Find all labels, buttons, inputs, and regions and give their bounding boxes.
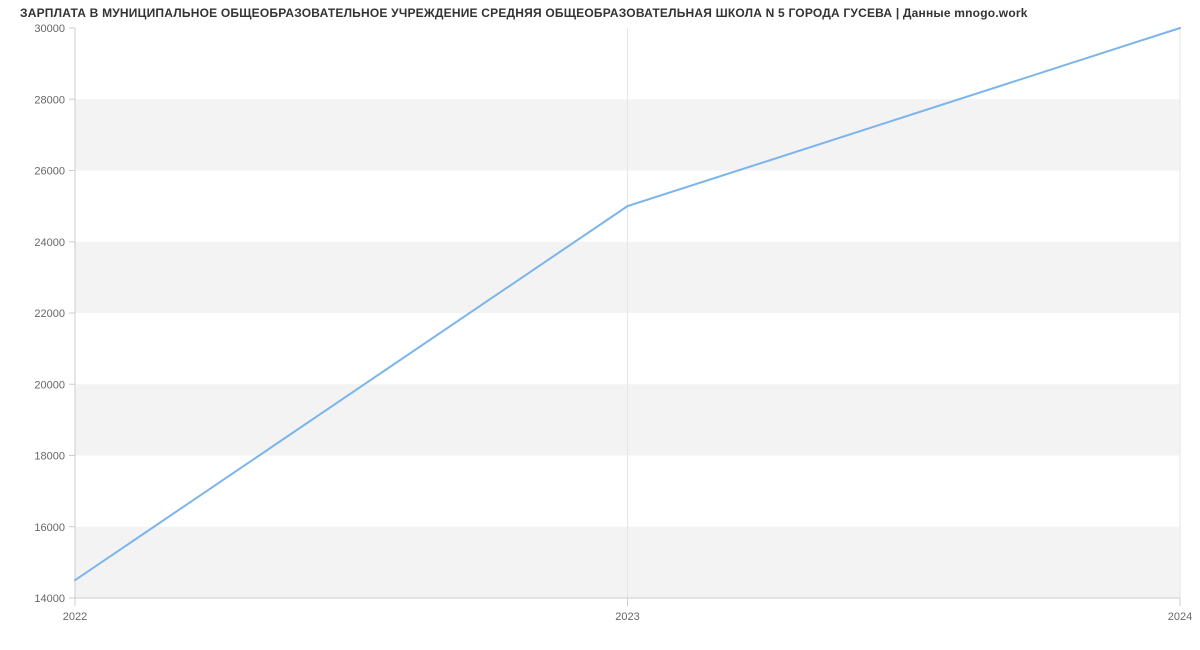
svg-text:14000: 14000 bbox=[34, 593, 65, 605]
svg-text:24000: 24000 bbox=[34, 237, 65, 249]
svg-text:20000: 20000 bbox=[34, 379, 65, 391]
chart-plot-area: 1400016000180002000022000240002600028000… bbox=[75, 28, 1180, 598]
svg-text:16000: 16000 bbox=[34, 522, 65, 534]
svg-text:18000: 18000 bbox=[34, 451, 65, 463]
chart-container: ЗАРПЛАТА В МУНИЦИПАЛЬНОЕ ОБЩЕОБРАЗОВАТЕЛ… bbox=[0, 0, 1200, 650]
svg-text:2023: 2023 bbox=[615, 611, 639, 623]
chart-title: ЗАРПЛАТА В МУНИЦИПАЛЬНОЕ ОБЩЕОБРАЗОВАТЕЛ… bbox=[20, 6, 1028, 20]
chart-svg: 1400016000180002000022000240002600028000… bbox=[75, 28, 1180, 628]
svg-text:26000: 26000 bbox=[34, 166, 65, 178]
svg-text:2022: 2022 bbox=[63, 611, 87, 623]
svg-text:2024: 2024 bbox=[1168, 611, 1192, 623]
svg-text:30000: 30000 bbox=[34, 23, 65, 35]
svg-text:22000: 22000 bbox=[34, 308, 65, 320]
svg-text:28000: 28000 bbox=[34, 94, 65, 106]
